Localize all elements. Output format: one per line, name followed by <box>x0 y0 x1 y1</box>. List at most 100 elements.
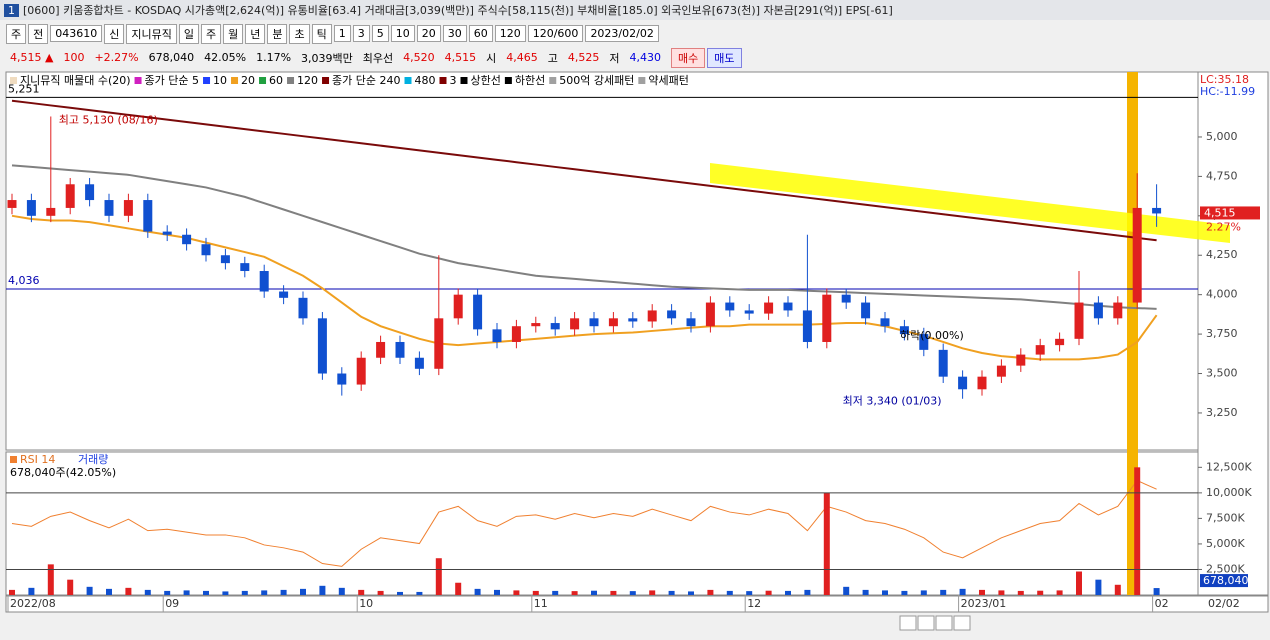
toolbar-button[interactable]: 월 <box>223 23 244 44</box>
legend-swatch <box>404 77 412 84</box>
date-axis <box>5 595 1269 613</box>
candle-body <box>123 200 133 216</box>
toolbar-button[interactable]: 120/600 <box>527 25 584 42</box>
y-tick-label: 2,500K <box>1206 562 1245 575</box>
toolbar-button[interactable]: 60 <box>468 25 493 42</box>
candle-body <box>220 255 230 264</box>
legend-label: 상한선 <box>471 74 501 87</box>
toolbar-button[interactable]: 틱 <box>311 23 332 44</box>
toolbar-button[interactable]: 120 <box>494 25 526 42</box>
legend-swatch <box>460 77 468 84</box>
quote-field: 고 <box>547 51 558 65</box>
toolbar-button[interactable]: 전 <box>28 23 49 44</box>
volume-bar <box>668 590 675 595</box>
y-tick-label: 5,000K <box>1206 537 1245 550</box>
nav-button[interactable] <box>917 615 935 631</box>
candle-body <box>628 318 638 322</box>
volume-bar <box>1076 571 1082 595</box>
toolbar-button[interactable]: 분 <box>267 23 288 44</box>
candle-body <box>1035 345 1045 355</box>
lc-label: LC:35.18 <box>1200 73 1249 86</box>
legend-label: 120 <box>297 74 318 87</box>
volume-bar <box>241 590 248 595</box>
toolbar-button[interactable]: 30 <box>442 25 467 42</box>
toolbar-button[interactable]: 주 <box>200 23 222 44</box>
legend-swatch <box>504 77 512 84</box>
quote-field: 100 <box>63 51 85 64</box>
candle-body <box>667 310 677 319</box>
legend-label: 하한선 <box>515 73 545 87</box>
legend-label: 종가 단순 5 <box>145 74 199 87</box>
line-series <box>11 164 1157 310</box>
y-tick-label: 4,250 <box>1206 248 1238 261</box>
candle-body <box>356 357 366 385</box>
toolbar-button[interactable]: 일 <box>178 23 199 44</box>
x-tick-label: 11 <box>534 597 548 610</box>
volume-bar <box>746 591 753 595</box>
toolbar-button[interactable]: 043610 <box>50 25 103 42</box>
candle-body <box>996 365 1006 377</box>
nav-button[interactable] <box>935 615 953 631</box>
volume-bar <box>882 590 888 595</box>
candle-body <box>570 318 580 330</box>
toolbar-button[interactable]: 년 <box>245 23 266 44</box>
volume-bar <box>125 587 132 595</box>
candle-body <box>298 297 308 319</box>
volume-bar <box>1037 590 1044 595</box>
candle-body <box>705 302 715 327</box>
quote-field: 4,515 <box>444 51 477 64</box>
candle-body <box>802 310 812 342</box>
sell-button[interactable]: 매도 <box>707 47 742 68</box>
toolbar-button[interactable]: 2023/02/02 <box>585 25 659 42</box>
buy-button[interactable]: 매수 <box>671 47 706 68</box>
toolbar-button[interactable]: 3 <box>352 25 370 42</box>
volume-bar <box>1134 467 1141 595</box>
candle-body <box>899 326 909 335</box>
legend-label: 500억 강세패턴 <box>559 74 634 87</box>
y-tick-label: 10,000K <box>1206 486 1252 499</box>
yellow-band <box>710 163 1230 243</box>
legend-swatch <box>638 77 646 84</box>
legend-swatch <box>322 77 330 84</box>
chart: 3,2503,5003,7504,0004,2504,5004,7505,000… <box>0 71 1270 640</box>
legend-label: 20 <box>241 74 255 87</box>
candle-body <box>822 294 832 342</box>
volume-bar <box>843 586 850 595</box>
volume-panel <box>5 451 1199 596</box>
nav-button[interactable] <box>953 615 971 631</box>
volume-bar <box>901 590 908 595</box>
price-panel <box>5 71 1199 451</box>
volume-bar <box>377 590 384 595</box>
candle-body <box>317 318 327 374</box>
volume-bar <box>920 590 927 595</box>
toolbar-button[interactable]: 5 <box>371 25 389 42</box>
volume-bar <box>183 590 190 595</box>
toolbar-button[interactable]: 10 <box>390 25 415 42</box>
legend-swatch <box>10 456 17 463</box>
candle-body <box>162 231 172 235</box>
toolbar-button[interactable]: 20 <box>416 25 441 42</box>
quote-field: 저 <box>609 51 620 65</box>
candle-body <box>1055 338 1065 346</box>
nav-button[interactable] <box>899 615 917 631</box>
candle-body <box>531 323 541 327</box>
candle-body <box>744 310 754 314</box>
toolbar-button[interactable]: 주 <box>6 23 27 44</box>
candle-body <box>1132 207 1142 303</box>
toolbar-button[interactable]: 신 <box>104 23 125 44</box>
y-tick-label: 7,500K <box>1206 511 1245 524</box>
y-tick-label: 4,000 <box>1206 288 1238 301</box>
volume-info: 678,040주(42.05%) <box>10 466 116 479</box>
candle-body <box>104 200 114 216</box>
x-tick-label: 02 <box>1155 597 1169 610</box>
x-tick-label: 12 <box>747 597 761 610</box>
volume-bar <box>804 589 811 595</box>
quote-field: 4,430 <box>629 51 662 64</box>
volume-bar <box>261 590 268 595</box>
toolbar-button[interactable]: 지니뮤직 <box>126 23 177 44</box>
volume-bar <box>823 492 830 595</box>
toolbar-button[interactable]: 1 <box>333 25 351 42</box>
candle-body <box>958 376 968 390</box>
toolbar-button[interactable]: 초 <box>289 23 310 44</box>
volume-bar <box>959 588 966 595</box>
